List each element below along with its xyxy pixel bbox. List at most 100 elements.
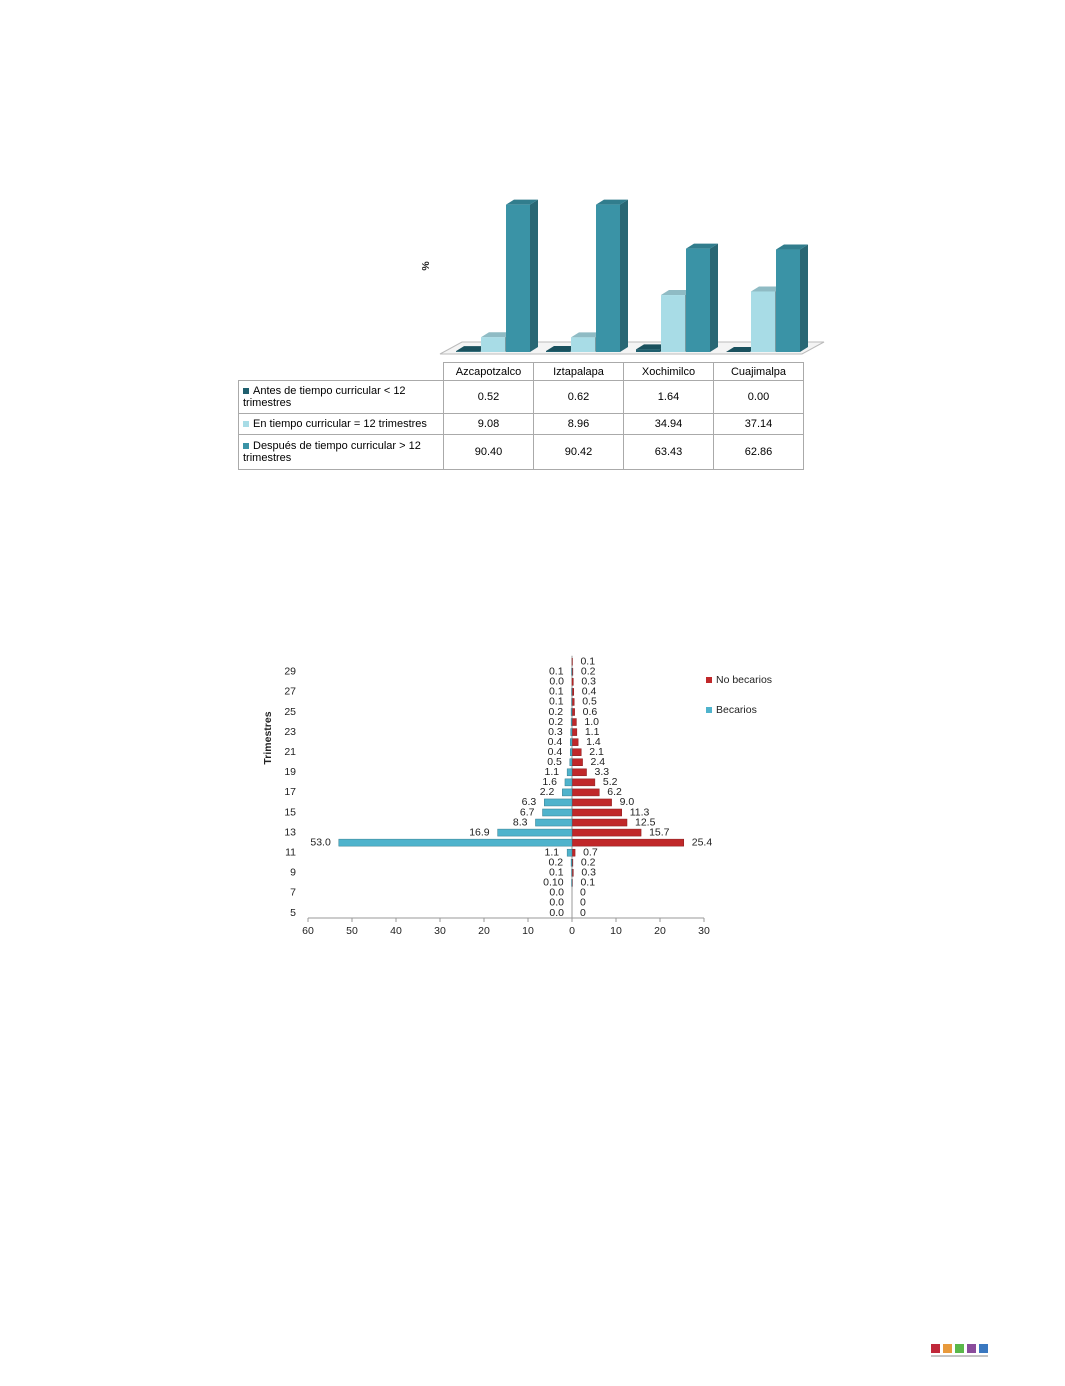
legend-label: Antes de tiempo curricular < 12 trimestr…	[243, 385, 406, 409]
value-label: 0	[580, 887, 586, 899]
bar	[571, 768, 587, 777]
value-label: 0.4	[548, 746, 563, 758]
value-label: 6.7	[520, 806, 535, 818]
table-value: 8.96	[533, 413, 624, 435]
category-header: Cuajimalpa	[713, 362, 804, 381]
bar	[570, 718, 573, 726]
value-label: 1.1	[545, 846, 560, 858]
bar	[571, 678, 574, 686]
value-label: 0.0	[549, 907, 564, 919]
value-label: 0.5	[547, 756, 562, 768]
value-label: 0.5	[582, 696, 597, 708]
value-label: 0.3	[548, 726, 563, 738]
value-label: 25.4	[692, 836, 713, 848]
value-label: 0.2	[549, 857, 564, 869]
value-label: 9.0	[620, 796, 635, 808]
bar-top	[751, 286, 783, 292]
bar-top	[456, 346, 488, 352]
row-header: En tiempo curricular = 12 trimestres	[238, 413, 444, 435]
value-label: 0.0	[549, 897, 564, 909]
value-label: 0.1	[549, 666, 564, 678]
bar	[636, 349, 660, 352]
x-tick-label: 30	[434, 925, 446, 937]
bar	[571, 788, 600, 797]
bar	[570, 708, 573, 716]
y-tick-label: 29	[284, 666, 296, 678]
category-header: Xochimilco	[623, 362, 714, 381]
bar	[596, 204, 620, 352]
bar-top	[636, 344, 668, 350]
bar	[571, 728, 578, 736]
value-label: 16.9	[469, 826, 490, 838]
bar	[686, 248, 710, 352]
value-label: 1.6	[542, 776, 557, 788]
bar	[564, 778, 573, 787]
legend-swatch	[243, 388, 249, 394]
value-label: 0.2	[581, 857, 596, 869]
value-label: 0.2	[549, 716, 564, 728]
bar	[571, 838, 685, 847]
bar-top	[481, 332, 513, 338]
bar	[571, 337, 595, 352]
table-value: 0.00	[713, 380, 804, 414]
table-value: 0.62	[533, 380, 624, 414]
bar	[751, 291, 775, 352]
value-label: 0.3	[581, 676, 596, 688]
y-tick-label: 25	[284, 706, 296, 718]
table-value: 0.52	[443, 380, 534, 414]
x-tick-label: 10	[610, 925, 622, 937]
table-header-row: Azcapotzalco Iztapalapa Xochimilco Cuajimal…	[238, 362, 804, 381]
category-header: Iztapalapa	[533, 362, 624, 381]
legend-swatch	[706, 707, 712, 713]
table-value: 34.94	[623, 413, 714, 435]
row-header: Después de tiempo curricular > 12 trimes…	[238, 434, 444, 470]
value-label: 0.6	[583, 706, 598, 718]
table-value: 9.08	[443, 413, 534, 435]
row-header: Antes de tiempo curricular < 12 trimestr…	[238, 380, 444, 414]
value-label: 1.1	[585, 726, 600, 738]
y-tick-label: 27	[284, 686, 296, 698]
bar-side	[530, 199, 538, 352]
bar	[570, 859, 573, 867]
x-tick-label: 20	[654, 925, 666, 937]
table-row: Antes de tiempo curricular < 12 trimestr…	[238, 380, 804, 414]
value-label: 0	[580, 897, 586, 909]
bar	[544, 798, 573, 807]
value-label: 0.1	[549, 686, 564, 698]
legend-swatch	[706, 677, 712, 683]
bar-top	[776, 244, 808, 250]
value-label: 15.7	[649, 826, 670, 838]
y-tick-label: 17	[284, 786, 296, 798]
bar	[571, 688, 575, 696]
table-value: 63.43	[623, 434, 714, 470]
y-tick-label: 13	[284, 826, 296, 838]
legend-label: En tiempo curricular = 12 trimestres	[253, 418, 427, 430]
bar	[481, 337, 505, 352]
bar-top	[571, 332, 603, 338]
category-header: Azcapotzalco	[443, 362, 534, 381]
bar	[506, 204, 530, 352]
value-label: 0.1	[549, 696, 564, 708]
value-label: 0.1	[549, 867, 564, 879]
y-axis-label: %	[420, 261, 432, 271]
bar	[776, 249, 800, 352]
bar	[456, 351, 480, 352]
value-label: 0.3	[581, 867, 596, 879]
bar	[569, 758, 573, 766]
footer-logo	[931, 1344, 988, 1357]
bar	[570, 728, 573, 736]
value-label: 2.1	[589, 746, 604, 758]
value-label: 0.1	[580, 656, 595, 668]
bar	[661, 295, 685, 352]
value-label: 11.3	[630, 806, 650, 818]
bar	[571, 698, 575, 706]
bar-side	[620, 199, 628, 352]
bar	[571, 718, 577, 726]
bar	[562, 788, 573, 797]
bar	[546, 350, 570, 352]
bar-top	[546, 345, 578, 351]
bar	[542, 808, 573, 817]
value-label: 0.4	[548, 736, 563, 748]
